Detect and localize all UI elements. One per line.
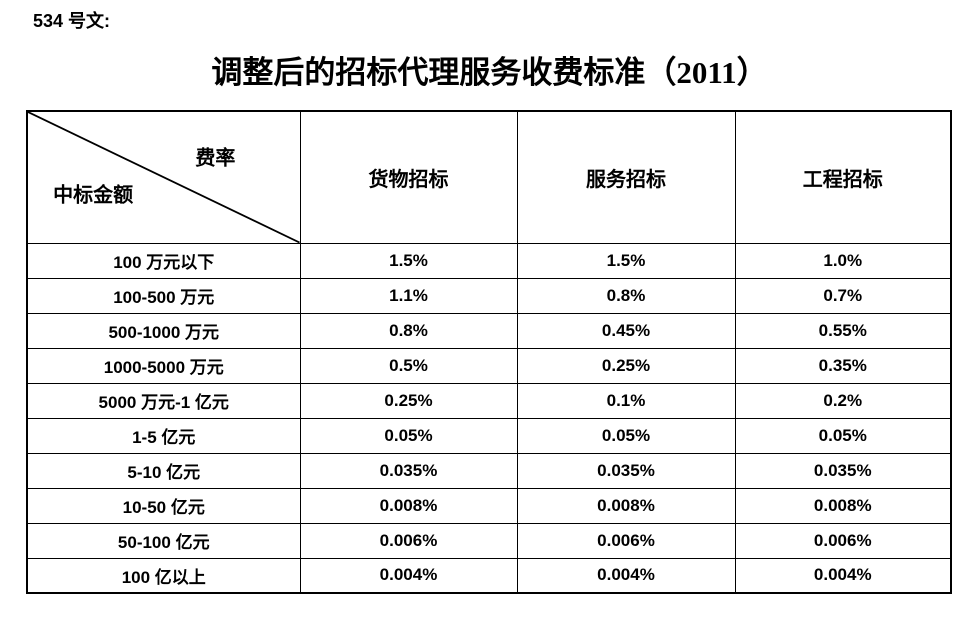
table-row: 1000-5000 万元 0.5% 0.25% 0.35% (26, 347, 952, 384)
fee-value-cell: 0.55% (734, 312, 952, 349)
header-row: 费率 中标金额 货物招标 服务招标 工程招标 (26, 110, 952, 244)
corner-label-amount: 中标金额 (53, 184, 134, 207)
fee-value-cell: 0.004% (516, 557, 736, 594)
fee-value-cell: 0.45% (516, 312, 736, 349)
fee-value-cell: 0.035% (299, 452, 518, 489)
table-row: 5-10 亿元 0.035% 0.035% 0.035% (26, 452, 952, 489)
fee-value-cell: 0.25% (516, 347, 736, 384)
fee-value-cell: 0.006% (299, 522, 518, 559)
fee-value-cell: 1.0% (734, 242, 952, 279)
column-header-2: 服务招标 (516, 110, 736, 244)
fee-value-cell: 0.8% (299, 312, 518, 349)
fee-table: 费率 中标金额 货物招标 服务招标 工程招标 100 万元以下 1.5% 1.5% 1.0… (26, 110, 952, 594)
row-label-cell: 10-50 亿元 (26, 487, 301, 524)
table-row: 50-100 亿元 0.006% 0.006% 0.006% (26, 522, 952, 559)
table-row: 5000 万元-1 亿元 0.25% 0.1% 0.2% (26, 382, 952, 419)
fee-value-cell: 0.035% (734, 452, 952, 489)
fee-value-cell: 0.008% (516, 487, 736, 524)
row-label-cell: 100 亿以上 (26, 557, 301, 594)
row-label-cell: 1-5 亿元 (26, 417, 301, 454)
row-label-cell: 500-1000 万元 (26, 312, 301, 349)
fee-value-cell: 1.1% (299, 277, 518, 314)
fee-value-cell: 1.5% (516, 242, 736, 279)
fee-value-cell: 0.35% (734, 347, 952, 384)
fee-value-cell: 0.035% (516, 452, 736, 489)
fee-value-cell: 0.5% (299, 347, 518, 384)
fee-value-cell: 1.5% (299, 242, 518, 279)
fee-value-cell: 0.008% (734, 487, 952, 524)
table-row: 100 亿以上 0.004% 0.004% 0.004% (26, 557, 952, 594)
table-row: 100 万元以下 1.5% 1.5% 1.0% (26, 242, 952, 279)
doc-number-label: 534 号文: (33, 11, 111, 31)
row-label-cell: 5000 万元-1 亿元 (26, 382, 301, 419)
corner-cell: 费率 中标金额 (26, 110, 301, 244)
fee-value-cell: 0.004% (734, 557, 952, 594)
row-label-cell: 100 万元以下 (26, 242, 301, 279)
fee-value-cell: 0.2% (734, 382, 952, 419)
fee-value-cell: 0.004% (299, 557, 518, 594)
fee-value-cell: 0.25% (299, 382, 518, 419)
page-title: 调整后的招标代理服务收费标准（2011） (211, 55, 768, 90)
column-header-3: 工程招标 (734, 110, 952, 244)
fee-value-cell: 0.7% (734, 277, 952, 314)
fee-value-cell: 0.05% (299, 417, 518, 454)
table-row: 500-1000 万元 0.8% 0.45% 0.55% (26, 312, 952, 349)
corner-label-rate: 费率 (195, 147, 236, 170)
row-label-cell: 5-10 亿元 (26, 452, 301, 489)
fee-value-cell: 0.8% (516, 277, 736, 314)
fee-value-cell: 0.05% (734, 417, 952, 454)
table-row: 1-5 亿元 0.05% 0.05% 0.05% (26, 417, 952, 454)
row-label-cell: 50-100 亿元 (26, 522, 301, 559)
row-label-cell: 1000-5000 万元 (26, 347, 301, 384)
table-row: 10-50 亿元 0.008% 0.008% 0.008% (26, 487, 952, 524)
fee-value-cell: 0.05% (516, 417, 736, 454)
diagonal-line (28, 112, 300, 243)
table-row: 100-500 万元 1.1% 0.8% 0.7% (26, 277, 952, 314)
fee-value-cell: 0.008% (299, 487, 518, 524)
fee-value-cell: 0.1% (516, 382, 736, 419)
column-header-1: 货物招标 (299, 110, 518, 244)
fee-value-cell: 0.006% (734, 522, 952, 559)
fee-value-cell: 0.006% (516, 522, 736, 559)
row-label-cell: 100-500 万元 (26, 277, 301, 314)
